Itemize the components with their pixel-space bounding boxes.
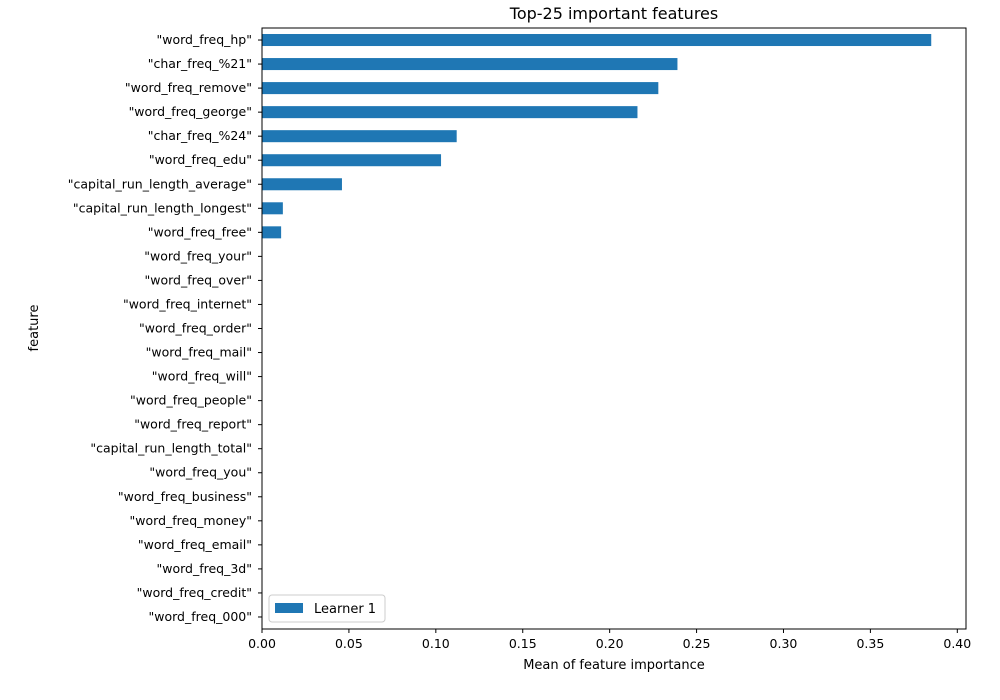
y-tick-label: "word_freq_000" xyxy=(149,609,252,624)
y-tick-label: "word_freq_money" xyxy=(130,513,252,528)
x-axis-label: Mean of feature importance xyxy=(523,658,705,673)
x-ticks-layer: 0.00 0.05 0.10 0.15 0.20 0.25 0.30 0.35 0.40 xyxy=(248,629,971,651)
bar xyxy=(262,178,342,191)
y-tick-label: "capital_run_length_average" xyxy=(68,176,252,191)
bar xyxy=(262,82,659,95)
y-tick-label: "word_freq_report" xyxy=(134,417,252,432)
y-tick-label: "word_freq_remove" xyxy=(125,80,252,95)
x-tick-label: 0.40 xyxy=(943,636,971,651)
y-tick-label: "word_freq_credit" xyxy=(137,585,252,600)
y-axis-label: feature xyxy=(27,305,42,352)
x-tick-label: 0.00 xyxy=(248,636,276,651)
y-tick-label: "word_freq_hp" xyxy=(157,32,252,47)
bar xyxy=(262,226,282,239)
y-tick-label: "word_freq_email" xyxy=(138,537,252,552)
y-tick-label: "char_freq_%21" xyxy=(148,56,252,71)
legend-swatch xyxy=(275,603,303,613)
legend-label: Learner 1 xyxy=(314,602,376,617)
x-tick-label: 0.10 xyxy=(422,636,450,651)
y-tick-label: "word_freq_will" xyxy=(152,369,252,384)
y-tick-label: "word_freq_george" xyxy=(129,104,252,119)
legend: Learner 1 xyxy=(268,594,386,623)
y-tick-label: "char_freq_%24" xyxy=(148,128,252,143)
legend-box xyxy=(268,594,386,623)
y-tick-label: "word_freq_order" xyxy=(139,321,252,336)
x-tick-label: 0.15 xyxy=(509,636,537,651)
y-tick-label: "capital_run_length_longest" xyxy=(73,200,252,215)
bar xyxy=(262,202,283,215)
x-tick-label: 0.25 xyxy=(683,636,711,651)
y-tick-label: "word_freq_your" xyxy=(144,248,252,263)
y-tick-label: "word_freq_edu" xyxy=(149,152,252,167)
y-tick-label: "word_freq_3d" xyxy=(156,561,252,576)
x-tick-label: 0.20 xyxy=(596,636,624,651)
y-ticks-layer: "word_freq_hp" "char_freq_%21" "word_freq_… xyxy=(68,32,262,624)
y-tick-label: "word_freq_mail" xyxy=(146,345,252,360)
plot-frame xyxy=(261,27,967,630)
y-tick-label: "word_freq_you" xyxy=(149,465,252,480)
y-tick-label: "word_freq_free" xyxy=(148,224,252,239)
y-tick-label: "word_freq_people" xyxy=(130,393,252,408)
y-tick-label: "word_freq_business" xyxy=(118,489,252,504)
x-tick-label: 0.05 xyxy=(335,636,363,651)
bar xyxy=(262,106,638,119)
bar xyxy=(262,154,442,167)
bar xyxy=(262,130,457,143)
bars-layer xyxy=(262,34,932,239)
chart-title: Top-25 important features xyxy=(509,4,718,23)
bar xyxy=(262,58,678,71)
bar xyxy=(262,34,932,47)
y-tick-label: "word_freq_internet" xyxy=(123,296,252,311)
y-tick-label: "word_freq_over" xyxy=(145,272,253,287)
x-tick-label: 0.30 xyxy=(770,636,798,651)
y-tick-label: "capital_run_length_total" xyxy=(90,441,252,456)
x-tick-label: 0.35 xyxy=(856,636,884,651)
